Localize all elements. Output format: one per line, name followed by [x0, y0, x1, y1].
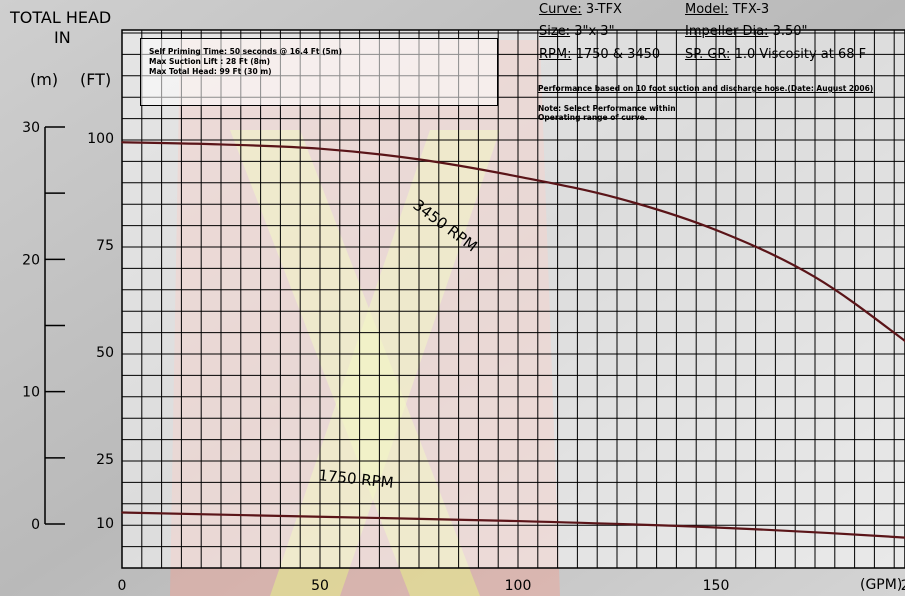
series-point [715, 229, 717, 231]
tick-labels: 010203010255075100050100150200250300350(… [22, 120, 905, 594]
spec-spgr-value: 1.0 Viscosity at 68 F [734, 47, 867, 62]
spec-spgr: SP. GR: 1.0 Viscosity at 68 F [685, 47, 866, 62]
spec-rpm-value: 1750 & 3450 [575, 47, 661, 62]
ft-tick-label: 75 [96, 238, 114, 254]
spec-impeller: Impeller Dia: 3.50" [685, 24, 808, 39]
spec-curve: Curve: 3-TFX [539, 2, 622, 17]
series-point [121, 141, 123, 144]
series-point [814, 276, 816, 278]
plot-area [122, 30, 905, 568]
x-tick-label: 200 [901, 578, 905, 594]
spec-model-label: Model: [685, 2, 729, 17]
x-tick-label: 0 [118, 578, 127, 594]
axis-unit-m: (m) [30, 70, 59, 89]
series-point [220, 143, 222, 146]
spec-impeller-value: 3.50" [772, 24, 808, 39]
meter-tick-label: 0 [31, 517, 40, 533]
spec-impeller-label: Impeller Dia: [685, 24, 769, 39]
x-tick-label: 100 [505, 578, 532, 594]
spec-size-label: Size: [539, 24, 571, 39]
select-note-1: Note: Select Performance within [538, 104, 676, 113]
series-point [319, 147, 321, 150]
ft-tick-label: 25 [96, 452, 114, 468]
series-point [715, 526, 717, 529]
meter-axis [44, 126, 65, 525]
axis-title-line2: IN [54, 28, 71, 47]
spec-curve-value: 3-TFX [585, 2, 622, 17]
info-total-head: Max Total Head: 99 Ft (30 m) [149, 67, 272, 76]
spec-spgr-label: SP. GR: [685, 47, 731, 62]
plot-frame [121, 29, 905, 569]
spec-rpm: RPM: 1750 & 3450 [539, 47, 660, 62]
spec-curve-label: Curve: [539, 2, 582, 17]
spec-model: Model: TFX-3 [685, 2, 769, 17]
series-point [319, 515, 321, 518]
ft-tick-label: 100 [87, 131, 114, 147]
grid-lines [121, 29, 905, 569]
info-suction: Max Suction Lift : 28 Ft (8m) [149, 57, 271, 66]
x-axis-label: (GPM) [860, 577, 902, 593]
performance-note: Performance based on 10 foot suction and… [538, 84, 874, 93]
axis-title-line1: TOTAL HEAD [10, 8, 112, 27]
select-note-2: Operating range of curve. [538, 113, 648, 122]
x-tick-label: 150 [703, 578, 730, 594]
meter-tick-label: 10 [22, 385, 40, 401]
spec-size-value: 3"x 3" [574, 24, 615, 39]
ft-tick-label: 10 [96, 516, 114, 532]
meter-tick-label: 30 [22, 120, 40, 136]
series-point [616, 197, 618, 199]
series-point [418, 158, 420, 161]
ft-tick-label: 50 [96, 345, 114, 361]
axis-unit-ft: (FT) [80, 70, 112, 89]
spec-model-value: TFX-3 [732, 2, 770, 17]
series-point [121, 511, 123, 514]
x-tick-label: 50 [311, 578, 329, 594]
meter-tick-label: 20 [22, 252, 40, 268]
info-priming: Self Priming Time: 50 seconds @ 16.4 Ft … [149, 47, 343, 56]
series-point [517, 520, 519, 522]
info-box: Self Priming Time: 50 seconds @ 16.4 Ft … [140, 38, 498, 106]
spec-rpm-label: RPM: [539, 47, 572, 62]
series-point [517, 175, 519, 178]
spec-size: Size: 3"x 3" [539, 24, 615, 39]
